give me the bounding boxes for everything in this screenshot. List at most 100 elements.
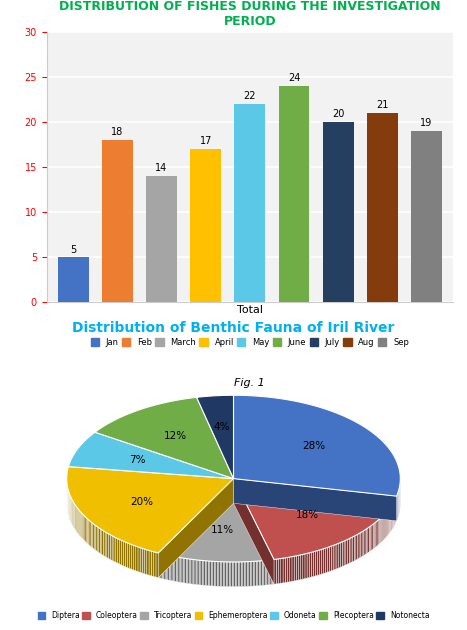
Text: Fig. 1: Fig. 1 <box>234 378 265 388</box>
Polygon shape <box>344 541 346 566</box>
Polygon shape <box>75 504 76 530</box>
Polygon shape <box>288 557 290 582</box>
Text: 21: 21 <box>376 100 389 110</box>
Polygon shape <box>94 524 96 550</box>
X-axis label: Total: Total <box>237 305 263 315</box>
Bar <box>411 131 442 302</box>
Polygon shape <box>210 561 211 586</box>
Polygon shape <box>226 562 228 587</box>
Polygon shape <box>154 552 156 577</box>
Polygon shape <box>362 531 363 556</box>
Polygon shape <box>173 556 175 581</box>
Polygon shape <box>77 507 78 533</box>
Polygon shape <box>283 558 285 583</box>
Polygon shape <box>81 513 83 539</box>
Polygon shape <box>212 561 214 586</box>
Polygon shape <box>158 479 234 578</box>
Polygon shape <box>223 562 225 587</box>
Polygon shape <box>365 529 367 554</box>
Polygon shape <box>285 558 288 583</box>
Polygon shape <box>303 554 305 579</box>
Polygon shape <box>281 558 283 583</box>
Polygon shape <box>78 509 79 535</box>
Polygon shape <box>369 526 370 552</box>
Polygon shape <box>324 548 325 573</box>
Polygon shape <box>136 546 138 571</box>
Polygon shape <box>170 556 172 581</box>
Polygon shape <box>342 541 344 566</box>
Polygon shape <box>276 559 278 584</box>
Polygon shape <box>199 560 201 585</box>
Polygon shape <box>97 527 99 553</box>
Polygon shape <box>378 519 379 545</box>
Polygon shape <box>339 542 340 568</box>
Polygon shape <box>387 511 388 537</box>
Polygon shape <box>73 501 74 528</box>
Polygon shape <box>87 518 89 544</box>
Polygon shape <box>356 534 357 560</box>
Polygon shape <box>349 538 351 563</box>
Polygon shape <box>370 525 372 551</box>
Polygon shape <box>375 522 376 548</box>
Polygon shape <box>189 559 191 584</box>
Polygon shape <box>176 557 177 582</box>
Polygon shape <box>67 467 234 553</box>
Polygon shape <box>116 537 118 563</box>
Polygon shape <box>372 524 373 550</box>
Polygon shape <box>298 555 301 580</box>
Polygon shape <box>129 544 132 570</box>
Polygon shape <box>264 561 265 585</box>
Text: 24: 24 <box>288 73 300 83</box>
Polygon shape <box>234 479 396 521</box>
Polygon shape <box>166 555 168 580</box>
Polygon shape <box>354 536 356 561</box>
Polygon shape <box>112 536 114 561</box>
Bar <box>323 122 354 302</box>
Polygon shape <box>388 510 389 536</box>
Polygon shape <box>367 528 368 554</box>
Polygon shape <box>269 560 271 585</box>
Polygon shape <box>337 543 339 569</box>
Polygon shape <box>246 562 247 587</box>
Polygon shape <box>228 562 229 587</box>
Polygon shape <box>158 479 274 562</box>
Polygon shape <box>261 561 262 585</box>
Polygon shape <box>376 521 377 547</box>
Polygon shape <box>331 546 333 571</box>
Polygon shape <box>309 553 311 578</box>
Bar <box>102 140 133 302</box>
Bar <box>58 257 89 302</box>
Polygon shape <box>172 556 173 581</box>
Polygon shape <box>243 562 244 587</box>
Polygon shape <box>72 500 73 527</box>
Polygon shape <box>202 561 204 585</box>
Polygon shape <box>353 536 354 562</box>
Polygon shape <box>207 561 208 586</box>
Polygon shape <box>278 559 281 583</box>
Polygon shape <box>144 549 147 575</box>
Polygon shape <box>90 521 91 547</box>
Text: 17: 17 <box>199 136 212 146</box>
Text: 28%: 28% <box>303 441 325 451</box>
Polygon shape <box>319 549 321 575</box>
Polygon shape <box>313 551 315 576</box>
Polygon shape <box>108 534 110 559</box>
Polygon shape <box>234 479 274 584</box>
Polygon shape <box>265 560 267 585</box>
Polygon shape <box>114 537 116 563</box>
Polygon shape <box>140 547 142 573</box>
Polygon shape <box>237 562 238 587</box>
Polygon shape <box>398 491 399 517</box>
Polygon shape <box>197 560 198 585</box>
Polygon shape <box>156 553 158 578</box>
Polygon shape <box>89 520 90 546</box>
Polygon shape <box>234 395 400 496</box>
Polygon shape <box>225 562 226 587</box>
Polygon shape <box>397 493 398 519</box>
Polygon shape <box>103 531 105 556</box>
Polygon shape <box>351 537 353 563</box>
Polygon shape <box>379 518 381 544</box>
Polygon shape <box>389 507 390 533</box>
Legend: Diptera, Coleoptera, Tricoptera, Ephemeroptera, Odoneta, Plecoptera, Notonecta: Diptera, Coleoptera, Tricoptera, Ephemer… <box>37 611 430 620</box>
Polygon shape <box>126 542 127 568</box>
